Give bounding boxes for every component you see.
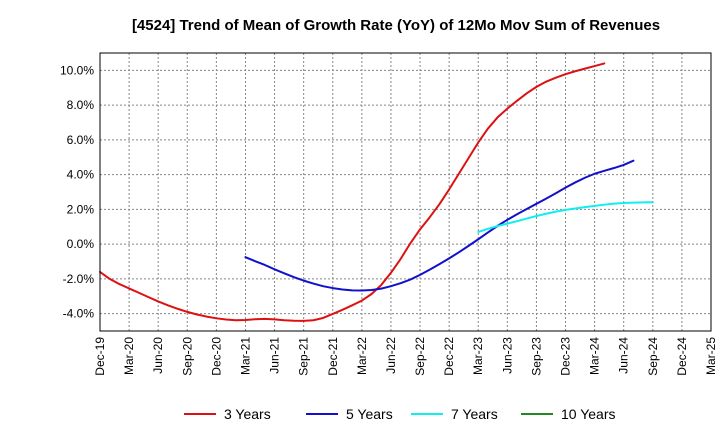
grid-layer <box>99 53 712 331</box>
x-tick-label: Jun-23 <box>500 337 514 374</box>
x-tick-label: Dec-22 <box>442 337 456 376</box>
x-tick-label: Jun-24 <box>617 337 631 374</box>
series-layer <box>99 62 654 322</box>
y-tick-label: 6.0% <box>67 133 95 147</box>
y-axis-ticks: 10.0% 8.0% 6.0% 4.0% 2.0% 0.0% -2.0% -4.0% <box>60 63 94 320</box>
x-tick-label: Dec-23 <box>559 337 573 376</box>
chart-title: [4524] Trend of Mean of Growth Rate (YoY… <box>132 17 660 34</box>
x-tick-label: Sep-22 <box>413 337 427 376</box>
legend-label: 10 Years <box>561 406 616 422</box>
x-tick-label: Jun-22 <box>384 337 398 374</box>
x-tick-label: Dec-20 <box>209 337 223 376</box>
x-tick-label: Mar-23 <box>471 337 485 375</box>
plot-area-frame <box>99 52 712 332</box>
x-tick-label: Sep-24 <box>646 337 660 376</box>
x-tick-label: Sep-20 <box>180 337 194 376</box>
x-tick-label: Mar-21 <box>238 337 252 375</box>
y-tick-label: 10.0% <box>60 63 94 77</box>
legend: 3 Years 5 Years 7 Years 10 Years <box>184 406 616 422</box>
y-tick-label: 2.0% <box>67 202 95 216</box>
x-tick-label: Dec-21 <box>326 337 340 376</box>
x-tick-label: Sep-23 <box>529 337 543 376</box>
x-tick-label: Mar-22 <box>355 337 369 375</box>
legend-label: 3 Years <box>224 406 271 422</box>
series-line-5-years <box>244 159 635 292</box>
y-tick-label: 0.0% <box>67 237 95 251</box>
x-tick-label: Mar-20 <box>122 337 136 375</box>
x-tick-label: Mar-24 <box>588 337 602 375</box>
legend-label: 7 Years <box>451 406 498 422</box>
series-line-3-years <box>99 62 606 322</box>
x-tick-label: Dec-24 <box>675 337 689 376</box>
x-tick-label: Jun-20 <box>151 337 165 374</box>
x-tick-label: Sep-21 <box>297 337 311 376</box>
x-tick-label: Mar-25 <box>704 337 718 375</box>
series-line-7-years <box>477 201 654 233</box>
y-tick-label: 8.0% <box>67 98 95 112</box>
legend-label: 5 Years <box>346 406 393 422</box>
y-tick-label: -4.0% <box>63 307 95 321</box>
x-tick-label: Dec-19 <box>93 337 107 376</box>
x-axis-ticks: Dec-19 Mar-20 Jun-20 Sep-20 Dec-20 Mar-21 Jun-… <box>93 337 718 376</box>
y-tick-label: 4.0% <box>67 168 95 182</box>
x-tick-label: Jun-21 <box>268 337 282 374</box>
y-tick-label: -2.0% <box>63 272 95 286</box>
